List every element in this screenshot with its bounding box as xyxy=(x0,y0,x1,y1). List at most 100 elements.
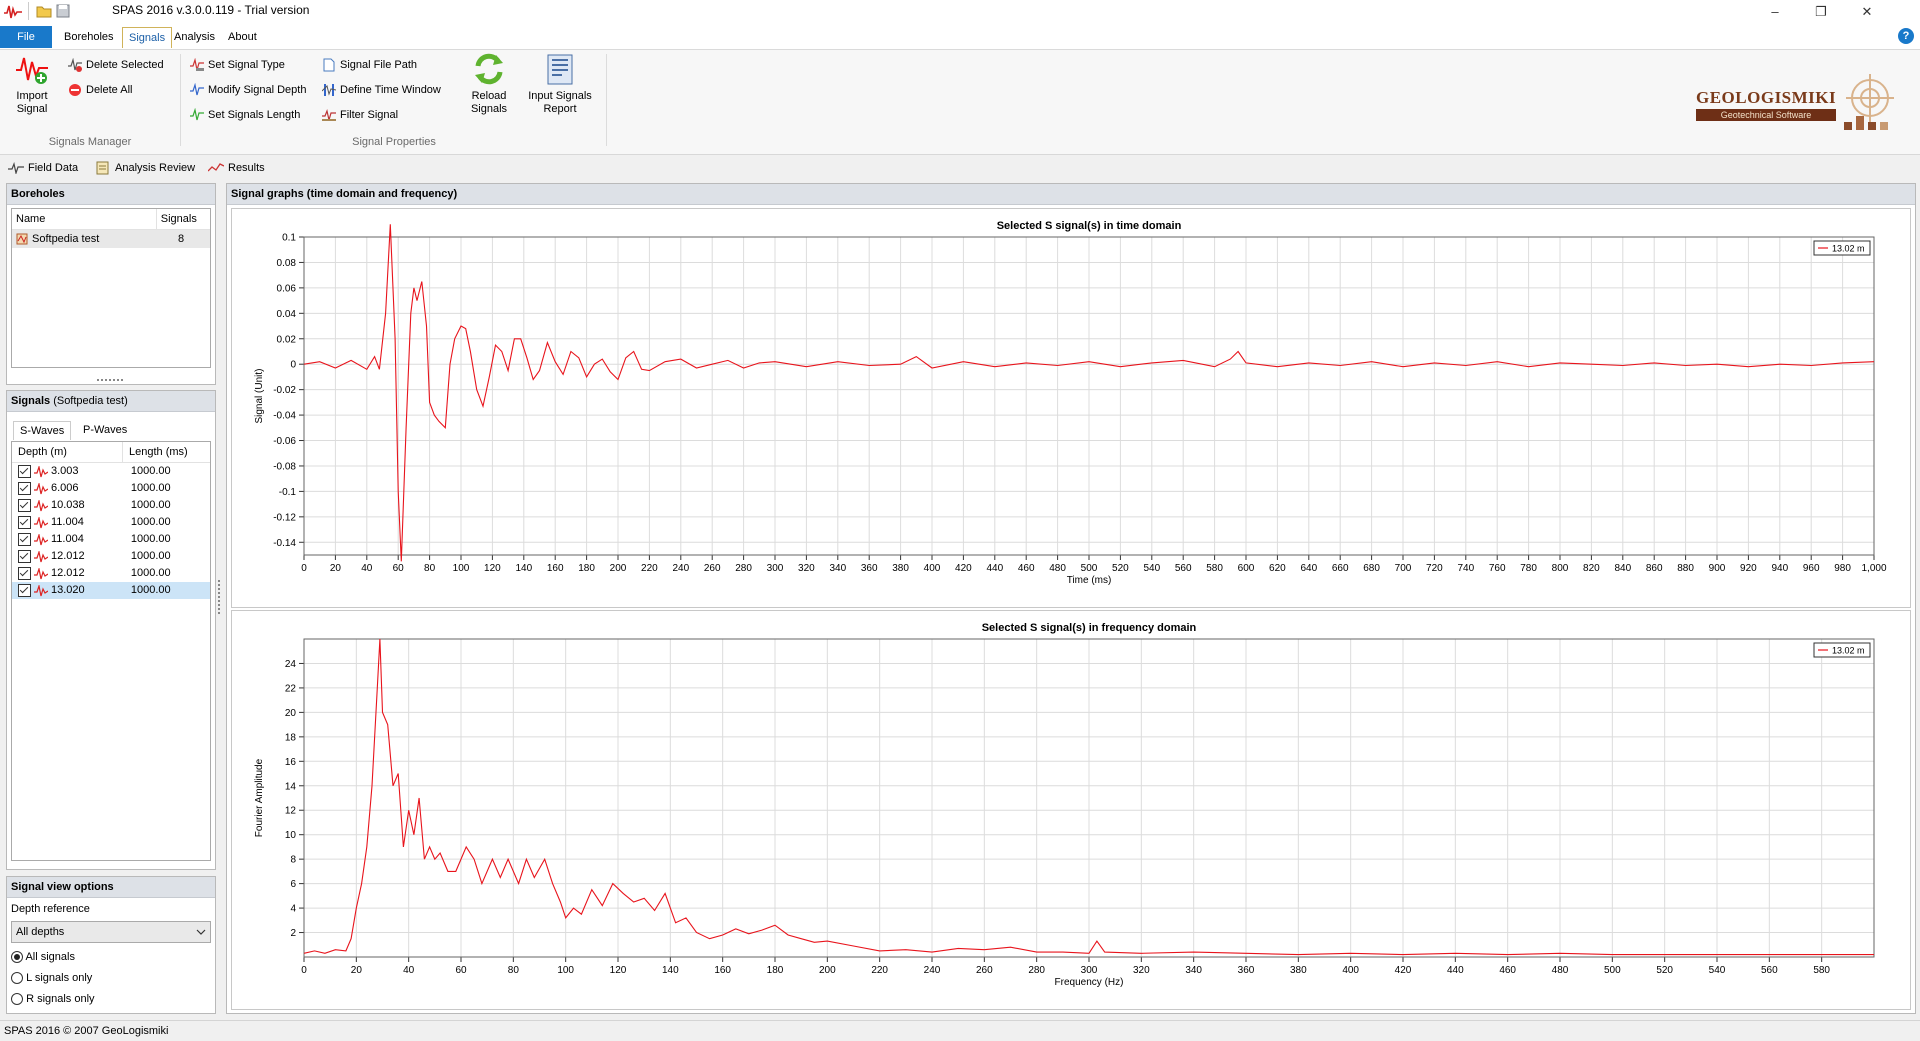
depth-reference-select[interactable]: All depths xyxy=(11,921,211,943)
x-tick-label: 780 xyxy=(1520,563,1537,574)
x-tick-label: 500 xyxy=(1604,965,1621,976)
x-tick-label: 20 xyxy=(351,965,363,976)
restore-button[interactable]: ❐ xyxy=(1815,4,1827,19)
col-length-header[interactable]: Length (ms) xyxy=(129,446,188,458)
signal-wave-icon xyxy=(34,533,48,545)
define-time-window-button[interactable]: Define Time Window xyxy=(322,81,441,99)
tab-analysis-review-label: Analysis Review xyxy=(115,162,196,174)
x-tick-label: 460 xyxy=(1018,563,1035,574)
tab-analysis[interactable]: Analysis xyxy=(174,31,215,43)
tab-field-data[interactable]: Field Data xyxy=(8,158,78,178)
report-icon xyxy=(547,54,573,85)
signal-row[interactable]: 6.006 1000.00 xyxy=(12,480,210,497)
radio-all-signals[interactable]: All signals xyxy=(11,949,75,965)
signal-row[interactable]: 12.012 1000.00 xyxy=(12,548,210,565)
x-tick-label: 620 xyxy=(1269,563,1286,574)
signals-grid-header: Depth (m) Length (ms) xyxy=(12,442,210,463)
minimize-button[interactable]: – xyxy=(1771,4,1779,19)
x-tick-label: 380 xyxy=(1290,965,1307,976)
signal-checkbox[interactable] xyxy=(18,465,31,478)
y-tick-label: -0.04 xyxy=(273,411,296,422)
x-tick-label: 20 xyxy=(330,563,342,574)
col-name-header[interactable]: Name xyxy=(12,209,157,229)
modify-signal-depth-button[interactable]: Modify Signal Depth xyxy=(190,81,306,99)
x-tick-label: 0 xyxy=(301,965,307,976)
help-icon[interactable]: ? xyxy=(1898,28,1914,44)
tab-s-waves[interactable]: S-Waves xyxy=(13,421,72,440)
signal-checkbox[interactable] xyxy=(18,550,31,563)
signal-wave-icon xyxy=(34,516,48,528)
title-bar: SPAS 2016 v.3.0.0.119 - Trial version – … xyxy=(0,0,1920,24)
filter-signal-button[interactable]: Filter Signal xyxy=(322,106,398,124)
signal-row[interactable]: 11.004 1000.00 xyxy=(12,514,210,531)
signal-row[interactable]: 13.020 1000.00 xyxy=(12,582,210,599)
signals-rows: 3.003 1000.00 6.006 1000.00 10.038 1000.00 11.… xyxy=(12,463,210,599)
set-signals-length-button[interactable]: Set Signals Length xyxy=(190,106,300,124)
signal-row[interactable]: 12.012 1000.00 xyxy=(12,565,210,582)
filter-signal-icon xyxy=(322,108,336,121)
delete-all-button[interactable]: Delete All xyxy=(68,81,132,99)
signals-title: Signals (Softpedia test) xyxy=(7,391,215,412)
x-tick-label: 200 xyxy=(610,563,627,574)
signal-checkbox[interactable] xyxy=(18,516,31,529)
tab-p-waves[interactable]: P-Waves xyxy=(83,424,128,436)
col-signals-header[interactable]: Signals xyxy=(160,213,197,225)
signal-row[interactable]: 3.003 1000.00 xyxy=(12,463,210,480)
borehole-row[interactable]: Softpedia test 8 xyxy=(12,230,210,248)
signal-row[interactable]: 11.004 1000.00 xyxy=(12,531,210,548)
open-folder-icon[interactable] xyxy=(36,4,52,18)
time-domain-chart[interactable]: Selected S signal(s) in time domain 0 20 40… xyxy=(232,209,1910,607)
vertical-splitter-handle[interactable] xyxy=(218,580,223,614)
radio-all-signals-label: All signals xyxy=(25,951,75,963)
signal-checkbox[interactable] xyxy=(18,584,31,597)
signal-checkbox[interactable] xyxy=(18,567,31,580)
frequency-domain-chart[interactable]: Selected S signal(s) in frequency domain… xyxy=(232,611,1910,1009)
tab-signals[interactable]: Signals xyxy=(122,27,173,48)
x-tick-label: 40 xyxy=(361,563,373,574)
col-depth-header[interactable]: Depth (m) xyxy=(12,442,123,462)
view-options-title: Signal view options xyxy=(7,877,215,898)
signal-graphs-title: Signal graphs (time domain and frequency… xyxy=(227,184,1915,205)
tab-file[interactable]: File xyxy=(0,26,52,48)
y-tick-label: 0.06 xyxy=(277,283,297,294)
tab-results-label: Results xyxy=(228,162,265,174)
signal-checkbox[interactable] xyxy=(18,482,31,495)
signal-view-options-panel: Signal view options Depth reference All … xyxy=(6,876,216,1014)
splitter-handle[interactable] xyxy=(97,379,123,384)
save-icon[interactable] xyxy=(56,4,70,18)
radio-r-signals[interactable]: R signals only xyxy=(11,991,95,1007)
tab-analysis-review[interactable]: Analysis Review xyxy=(96,158,195,178)
tab-about[interactable]: About xyxy=(228,31,257,43)
series-line xyxy=(303,224,1875,562)
reload-signals-button[interactable]: Reload Signals xyxy=(462,52,516,116)
signal-checkbox[interactable] xyxy=(18,533,31,546)
signal-depth-cell: 11.004 xyxy=(12,514,121,531)
signal-wave-icon xyxy=(34,567,48,579)
x-tick-label: 80 xyxy=(508,965,520,976)
signal-file-path-button[interactable]: Signal File Path xyxy=(322,56,417,74)
reload-label-2: Signals xyxy=(470,103,508,115)
legend-label: 13.02 m xyxy=(1832,646,1865,656)
x-tick-label: 880 xyxy=(1677,563,1694,574)
x-tick-label: 800 xyxy=(1552,563,1569,574)
signal-checkbox[interactable] xyxy=(18,499,31,512)
x-tick-label: 520 xyxy=(1656,965,1673,976)
x-tick-label: 420 xyxy=(955,563,972,574)
tab-boreholes[interactable]: Boreholes xyxy=(64,31,114,43)
set-signal-type-button[interactable]: Set Signal Type xyxy=(190,56,285,74)
x-tick-label: 680 xyxy=(1363,563,1380,574)
radio-l-signals[interactable]: L signals only xyxy=(11,970,92,986)
close-button[interactable]: ✕ xyxy=(1861,4,1873,19)
x-tick-label: 300 xyxy=(767,563,784,574)
import-signal-button[interactable]: Import Signal xyxy=(8,52,56,116)
tab-results[interactable]: Results xyxy=(208,158,265,178)
delete-selected-button[interactable]: Delete Selected xyxy=(68,56,164,74)
y-tick-label: 12 xyxy=(285,806,297,817)
ribbon-tab-bar: File Boreholes Signals Analysis About ? xyxy=(0,24,1920,50)
input-signals-report-button[interactable]: Input Signals Report xyxy=(524,52,596,116)
signal-depth-cell: 13.020 xyxy=(12,582,121,599)
modify-signal-depth-icon xyxy=(190,83,204,96)
signal-row[interactable]: 10.038 1000.00 xyxy=(12,497,210,514)
signal-length: 1000.00 xyxy=(130,584,171,596)
boreholes-grid-header: Name Signals xyxy=(12,209,210,230)
